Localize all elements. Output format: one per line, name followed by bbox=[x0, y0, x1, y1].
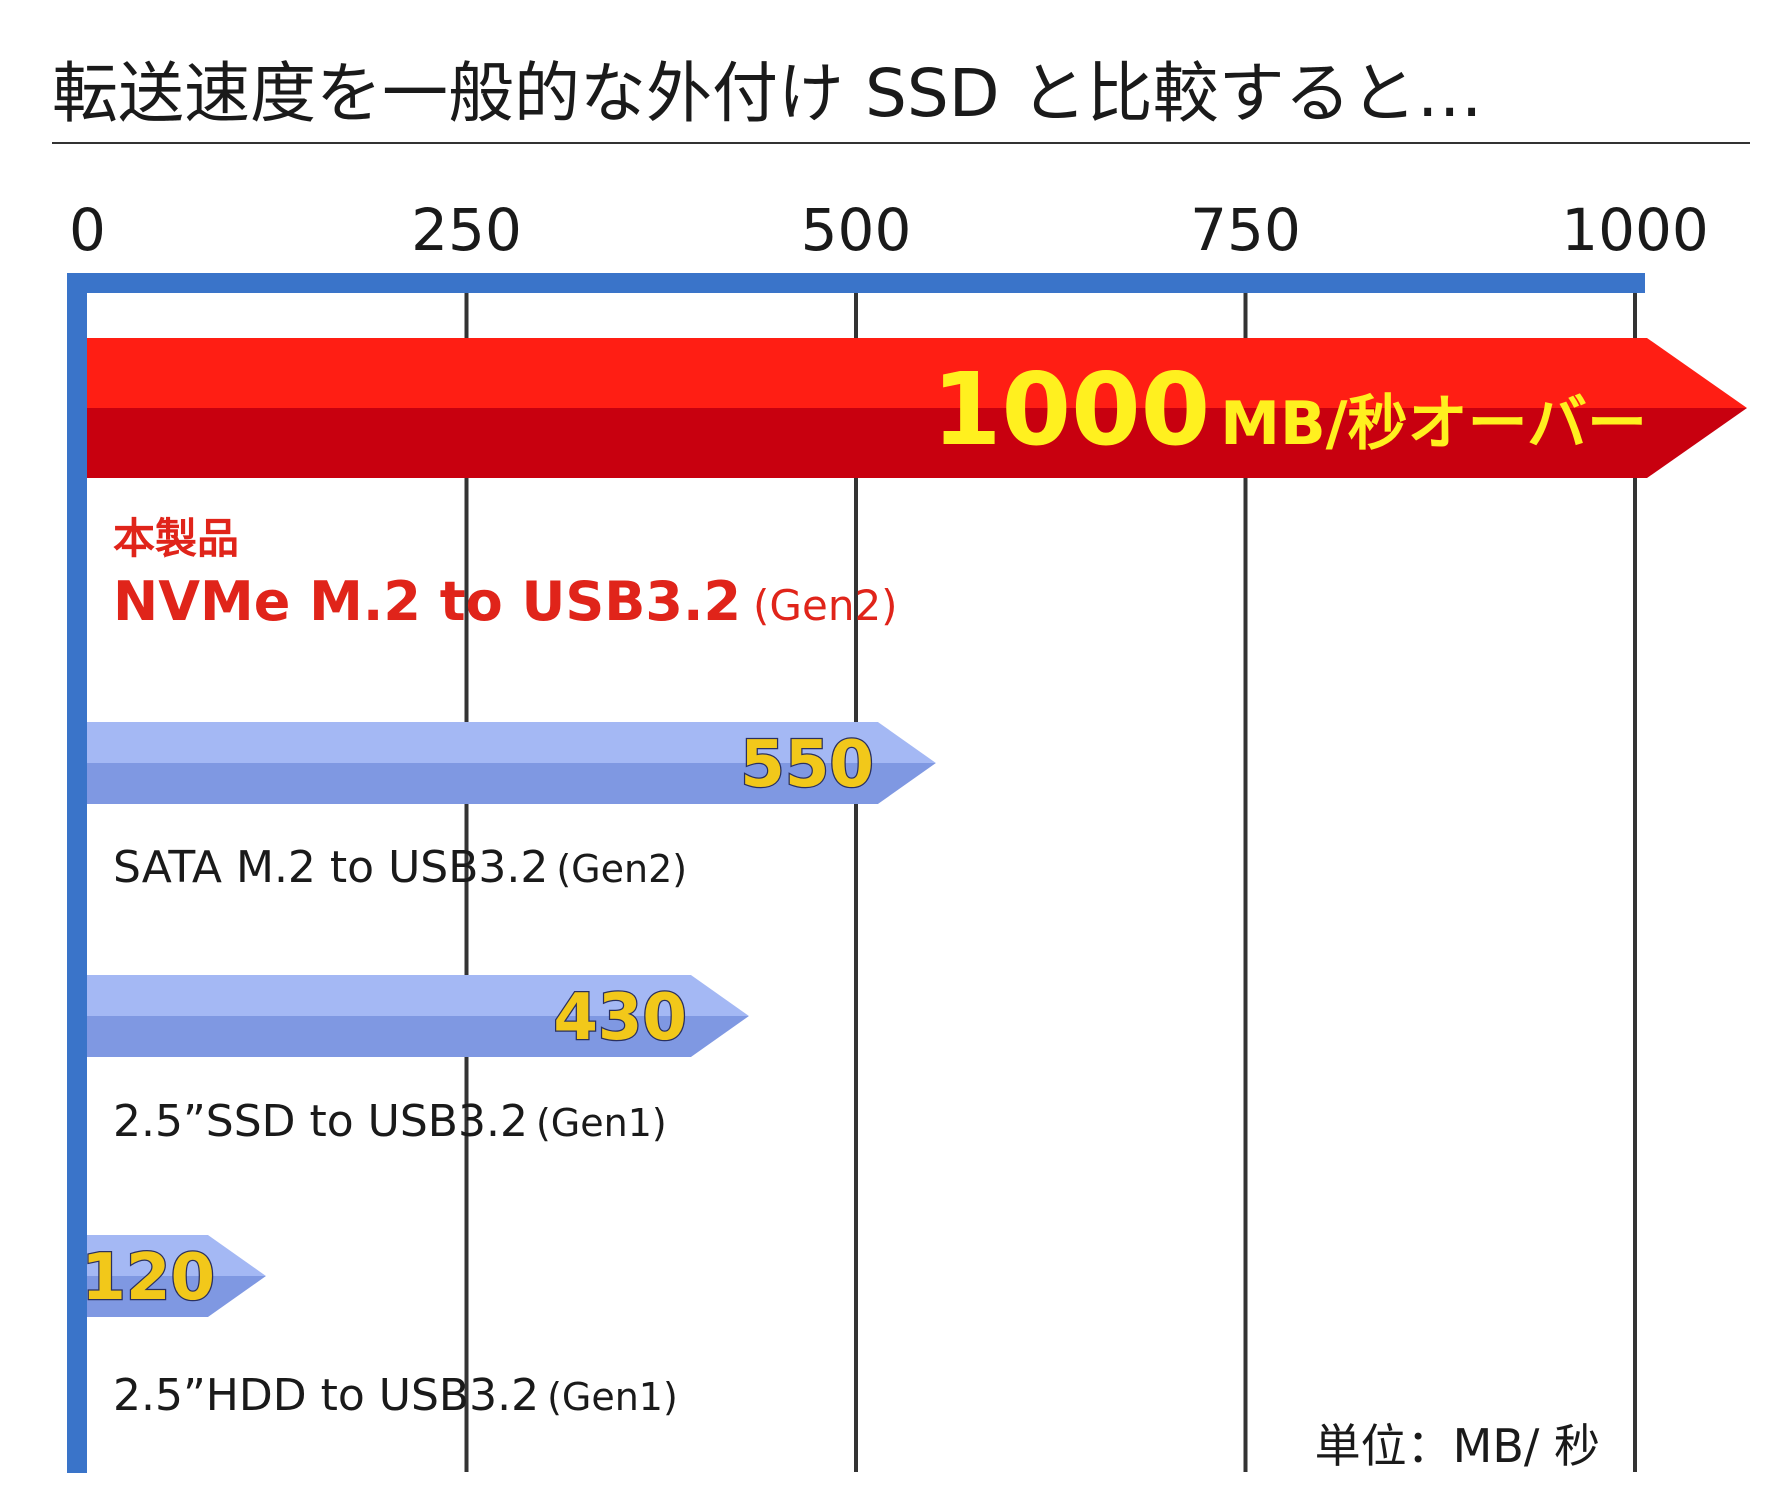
bar-category-label: 2.5”SSD to USB3.2 (Gen1) bbox=[113, 1096, 667, 1147]
bar-category-label: SATA M.2 to USB3.2 (Gen2) bbox=[113, 842, 687, 893]
comparison-bars: 550 SATA M.2 to USB3.2 (Gen2) 430 2.5”SSD to… bbox=[77, 722, 936, 1421]
gridlines bbox=[464, 293, 1637, 1472]
x-tick-label: 500 bbox=[801, 196, 912, 264]
highlight-bar-top bbox=[77, 338, 1747, 408]
highlight-product-tag: 本製品 bbox=[113, 514, 239, 563]
comparison-bar-group: 120 2.5”HDD to USB3.2 (Gen1) bbox=[77, 1235, 678, 1421]
x-tick-label: 250 bbox=[411, 196, 522, 264]
highlight-product-label: NVMe M.2 to USB3.2 (Gen2) bbox=[113, 570, 898, 633]
bar-shade bbox=[77, 1276, 266, 1317]
bar-category-sub: (Gen1) bbox=[547, 1375, 678, 1419]
bar-shade bbox=[77, 1016, 749, 1057]
bar-category-label: 2.5”HDD to USB3.2 (Gen1) bbox=[113, 1370, 678, 1421]
x-tick-label: 750 bbox=[1190, 196, 1301, 264]
bar-value-label: 120 bbox=[81, 1241, 215, 1315]
comparison-bar-group: 550 SATA M.2 to USB3.2 (Gen2) bbox=[77, 722, 936, 893]
bar bbox=[77, 975, 749, 1016]
comparison-bar-group: 430 2.5”SSD to USB3.2 (Gen1) bbox=[77, 975, 749, 1147]
highlight-value-label: 1000 MB/秒オーバー bbox=[932, 351, 1647, 468]
bar bbox=[77, 1235, 266, 1276]
x-tick-label: 1000 bbox=[1561, 196, 1709, 264]
bar-shade bbox=[77, 763, 936, 804]
bar-category-name: SATA M.2 to USB3.2 bbox=[113, 842, 548, 893]
y-axis-bar bbox=[67, 273, 87, 1473]
bar bbox=[77, 722, 936, 763]
x-axis-tick-labels: 0 250 500 750 1000 bbox=[69, 196, 1709, 264]
x-axis-top-bar bbox=[67, 273, 1645, 293]
bar-value-label: 550 bbox=[740, 728, 874, 802]
highlight-product-sub: (Gen2) bbox=[753, 581, 898, 630]
x-tick-label: 0 bbox=[69, 196, 106, 264]
highlight-value-unit: MB/秒オーバー bbox=[1220, 389, 1647, 459]
bar-category-sub: (Gen2) bbox=[556, 847, 687, 891]
highlight-product-bar-group: 1000 MB/秒オーバー 本製品 NVMe M.2 to USB3.2 (Gen2… bbox=[77, 338, 1747, 633]
highlight-product-name: NVMe M.2 to USB3.2 bbox=[113, 570, 741, 633]
unit-note: 単位：MB/ 秒 bbox=[1315, 1419, 1600, 1473]
bar-category-sub: (Gen1) bbox=[536, 1101, 667, 1145]
highlight-bar-bottom bbox=[77, 408, 1747, 478]
bar-value-label: 430 bbox=[553, 981, 687, 1055]
chart-title: 転送速度を一般的な外付け SSD と比較すると… bbox=[52, 55, 1483, 132]
bar-category-name: 2.5”SSD to USB3.2 bbox=[113, 1096, 528, 1147]
highlight-value-number: 1000 bbox=[932, 351, 1210, 468]
bar-category-name: 2.5”HDD to USB3.2 bbox=[113, 1370, 539, 1421]
